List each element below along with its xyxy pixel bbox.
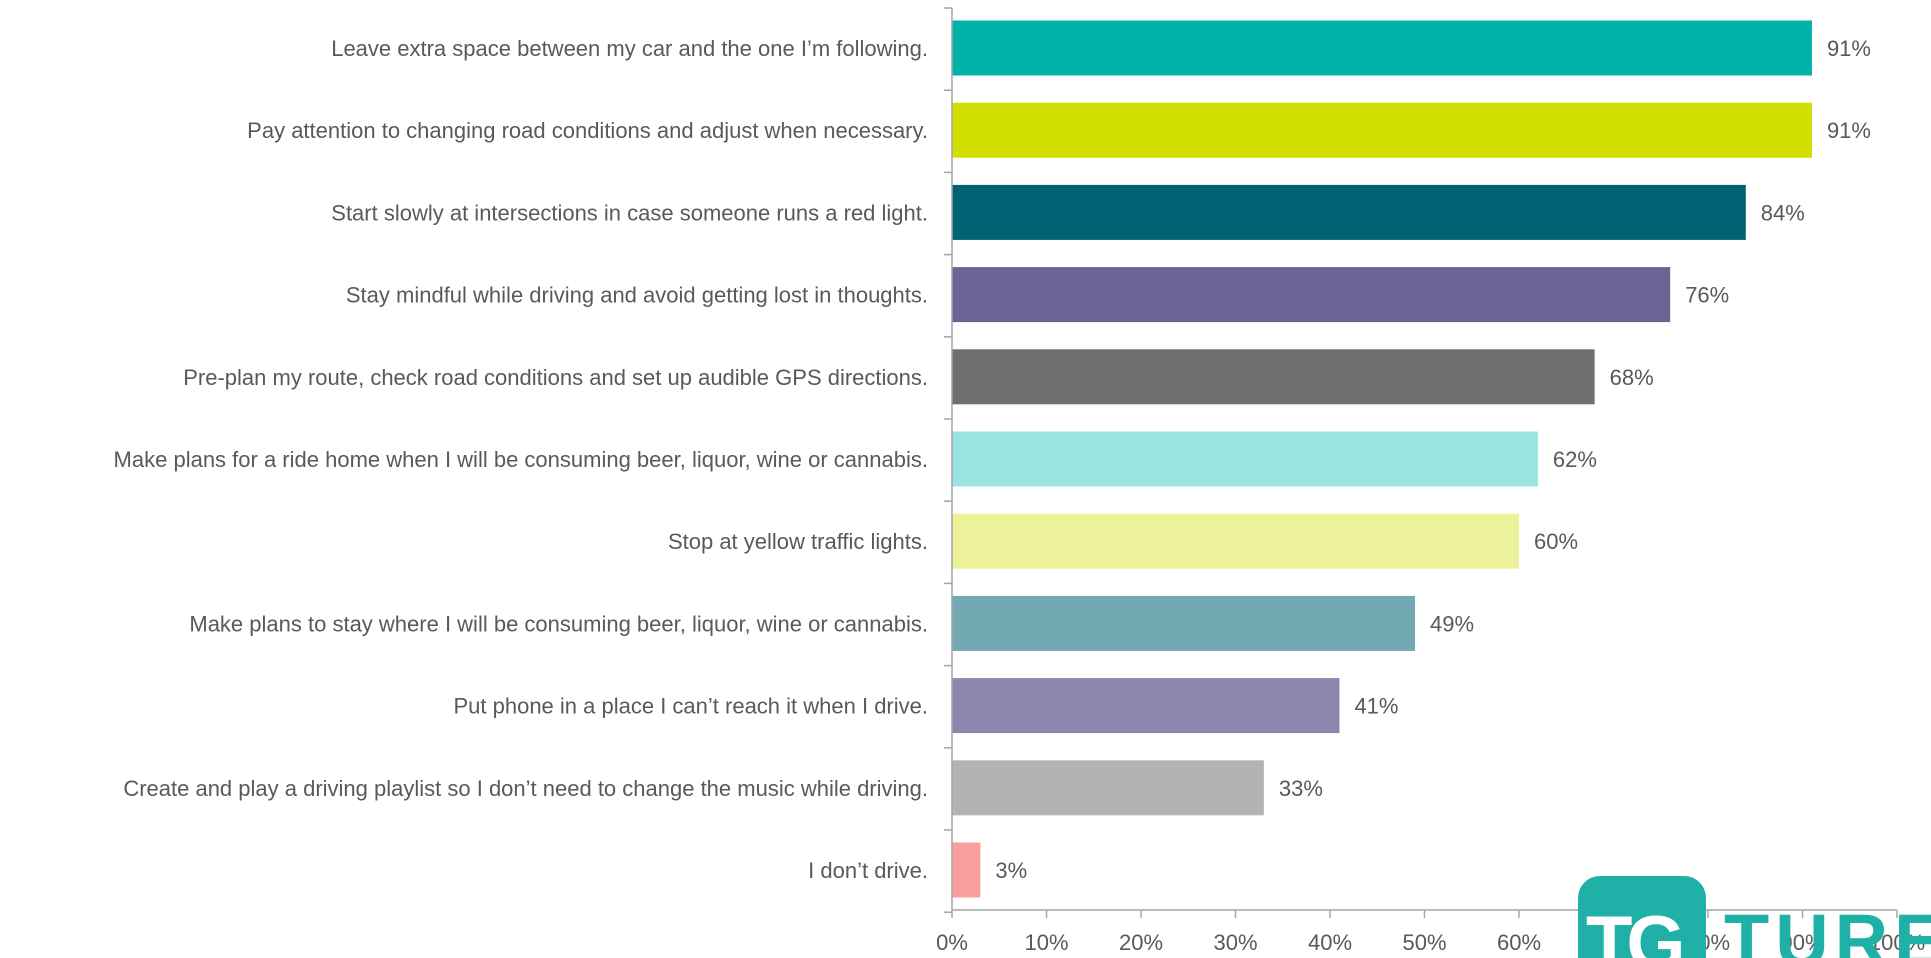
value-label: 33% — [1279, 776, 1323, 801]
value-label: 76% — [1685, 283, 1729, 308]
bar-8 — [952, 595, 1416, 651]
value-label: 60% — [1534, 529, 1578, 554]
bar-5 — [952, 349, 1595, 405]
bar-9 — [952, 678, 1340, 734]
bar-2 — [952, 102, 1812, 158]
value-label: 68% — [1610, 365, 1654, 390]
value-tick-label: 10% — [1024, 930, 1068, 955]
category-label: Make plans to stay where I will be consu… — [189, 611, 928, 636]
bar-7 — [952, 513, 1519, 569]
category-labels-group: Leave extra space between my car and the… — [114, 36, 928, 883]
bar-4 — [952, 267, 1671, 323]
category-label: Stay mindful while driving and avoid get… — [346, 283, 928, 308]
value-tick-label: 40% — [1308, 930, 1352, 955]
bars-group — [952, 20, 1812, 898]
category-label: Create and play a driving playlist so I … — [123, 776, 928, 801]
value-tick-label: 30% — [1213, 930, 1257, 955]
value-tick-label: 100% — [1869, 930, 1925, 955]
bar-1 — [952, 20, 1812, 76]
value-label: 84% — [1761, 200, 1805, 225]
value-label: 3% — [995, 858, 1027, 883]
category-label: Stop at yellow traffic lights. — [668, 529, 928, 554]
value-tick-label: 20% — [1119, 930, 1163, 955]
logo-wordmark: TUREL — [1724, 899, 1931, 958]
category-label: Pre-plan my route, check road conditions… — [183, 365, 928, 390]
value-label: 62% — [1553, 447, 1597, 472]
category-label: Pay attention to changing road condition… — [247, 118, 928, 143]
category-label: Put phone in a place I can’t reach it wh… — [453, 694, 928, 719]
value-tick-label: 90% — [1780, 930, 1824, 955]
category-label: Leave extra space between my car and the… — [331, 36, 928, 61]
bar-10 — [952, 760, 1264, 816]
value-tick-label: 0% — [936, 930, 968, 955]
value-label: 41% — [1354, 694, 1398, 719]
bar-3 — [952, 184, 1746, 240]
value-label: 91% — [1827, 118, 1871, 143]
value-tick-label: 60% — [1497, 930, 1541, 955]
value-label: 91% — [1827, 36, 1871, 61]
value-labels-group: 91% 91% 84% 76% 68% 62% 60% 49% 41% 33% 3% — [995, 36, 1871, 883]
category-label: Make plans for a ride home when I will b… — [114, 447, 928, 472]
category-label: I don’t drive. — [808, 858, 928, 883]
bar-11 — [952, 842, 981, 898]
logo-badge: TG — [1578, 876, 1706, 958]
bar-6 — [952, 431, 1538, 487]
category-label: Start slowly at intersections in case so… — [331, 200, 928, 225]
value-label: 49% — [1430, 611, 1474, 636]
turel-logo: TG TUREL — [1578, 876, 1931, 958]
logo-mark: TG — [1586, 901, 1686, 958]
value-tick-label: 50% — [1402, 930, 1446, 955]
